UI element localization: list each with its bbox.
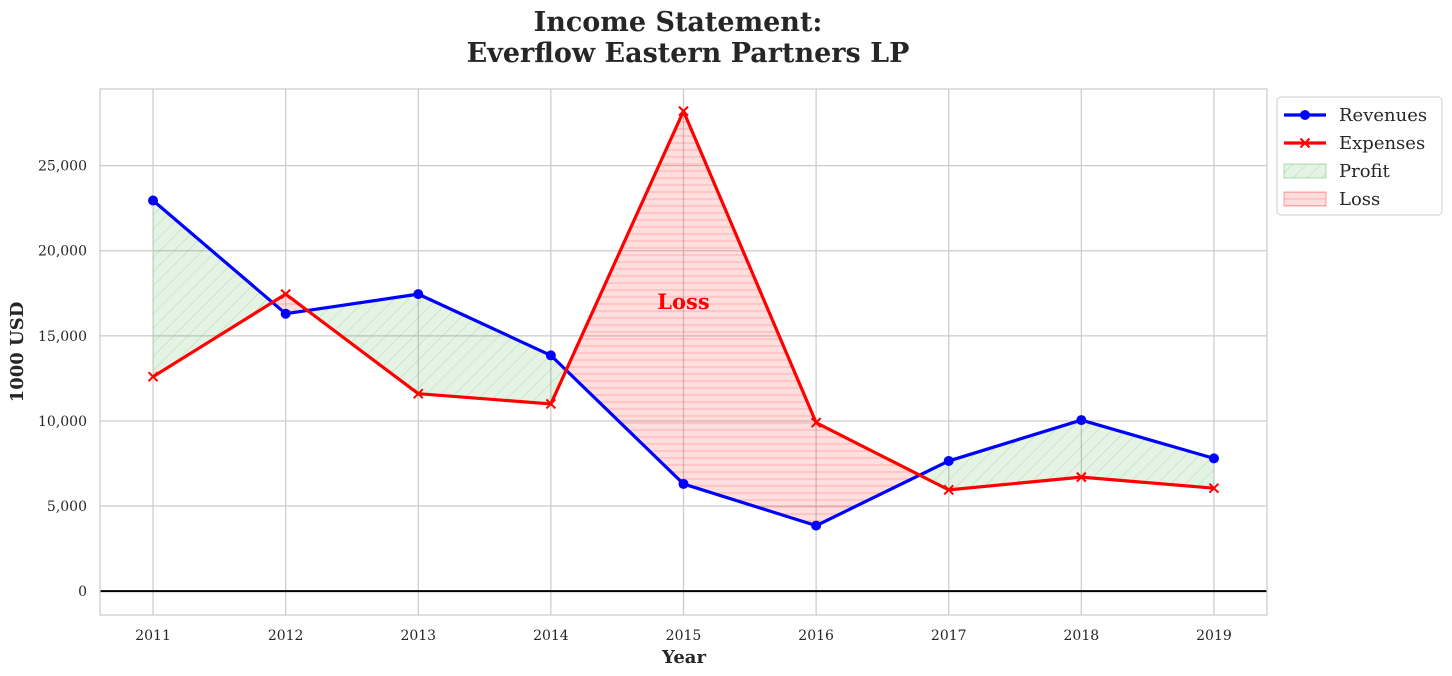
legend-profit-swatch xyxy=(1283,163,1327,179)
point-expenses-2014 xyxy=(545,398,557,410)
annotations: Loss xyxy=(657,289,709,314)
legend-loss-label: Loss xyxy=(1339,189,1380,210)
legend-revenues-label: Revenues xyxy=(1339,105,1427,126)
point-expenses-2014-stroke-b xyxy=(545,398,557,410)
x-axis-ticks: 2011 2012 2013 2014 2015 2016 2017 2018 2019 xyxy=(135,628,1232,644)
point-revenues-2015 xyxy=(678,478,689,489)
x-tick-label: 2017 xyxy=(931,628,967,644)
x-tick-label: 2012 xyxy=(268,628,304,644)
y-tick-label: 0 xyxy=(78,584,87,600)
legend-expenses-marker-b xyxy=(1299,137,1311,149)
point-expenses-2011 xyxy=(147,371,159,382)
point-expenses-2016 xyxy=(810,417,822,428)
point-expenses-2018 xyxy=(1076,471,1087,483)
chart-title-line2: Everflow Eastern Partners LP xyxy=(467,38,910,69)
point-expenses-2015 xyxy=(678,105,689,117)
point-expenses-2017-stroke-b xyxy=(943,484,954,496)
x-tick-label: 2015 xyxy=(666,628,702,644)
profit-loss-fills xyxy=(153,111,1214,526)
point-expenses-2012 xyxy=(280,288,291,300)
point-revenues-2018 xyxy=(1076,415,1087,426)
point-revenues-2019 xyxy=(1208,453,1219,464)
legend-revenues-marker xyxy=(1300,110,1310,120)
legend-box xyxy=(1276,96,1443,216)
point-revenues-2013 xyxy=(413,289,424,300)
point-expenses-2011-stroke-b xyxy=(147,371,159,382)
x-tick-label: 2011 xyxy=(135,628,171,644)
point-expenses-2016-stroke-b xyxy=(810,417,822,428)
point-expenses-2015-stroke-b xyxy=(678,105,689,117)
chart-title-line1: Income Statement: xyxy=(534,7,823,38)
series-lines xyxy=(147,105,1220,531)
legend-expenses-label: Expenses xyxy=(1339,133,1425,154)
point-expenses-2019 xyxy=(1208,482,1220,494)
legend: Revenues Expenses Profit Loss xyxy=(1276,96,1443,216)
y-tick-label: 15,000 xyxy=(38,329,87,345)
point-expenses-2013-stroke-b xyxy=(413,388,424,399)
x-axis-label: Year xyxy=(661,647,706,668)
y-axis-ticks: 0 5,000 10,000 15,000 20,000 25,000 xyxy=(38,159,87,601)
point-expenses-2019-stroke-b xyxy=(1208,482,1220,494)
x-tick-label: 2013 xyxy=(400,628,436,644)
point-expenses-2017 xyxy=(943,484,954,496)
y-tick-label: 5,000 xyxy=(47,499,87,515)
point-revenues-2011 xyxy=(148,195,159,206)
x-tick-label: 2014 xyxy=(533,628,569,644)
fill-profit-2 xyxy=(307,294,567,404)
point-revenues-2014 xyxy=(545,350,556,361)
fill-profit-0 xyxy=(153,200,273,377)
point-revenues-2012 xyxy=(280,308,291,319)
x-tick-label: 2016 xyxy=(798,628,834,644)
plot-frame xyxy=(99,88,1268,616)
point-revenues-2017 xyxy=(943,455,954,466)
legend-loss-swatch xyxy=(1283,191,1327,207)
point-expenses-2012-stroke-b xyxy=(280,288,291,300)
y-tick-label: 25,000 xyxy=(38,159,87,175)
fill-loss-3 xyxy=(566,111,920,526)
legend-profit-label: Profit xyxy=(1339,161,1391,182)
y-axis-label: 1000 USD xyxy=(7,302,28,403)
y-tick-label: 20,000 xyxy=(38,244,87,260)
point-expenses-2013 xyxy=(413,388,424,399)
point-expenses-2018-stroke-b xyxy=(1076,471,1087,483)
x-tick-label: 2018 xyxy=(1064,628,1100,644)
y-tick-label: 10,000 xyxy=(38,414,87,430)
point-revenues-2016 xyxy=(811,520,822,531)
annotation-0: Loss xyxy=(657,289,709,314)
x-tick-label: 2019 xyxy=(1196,628,1232,644)
